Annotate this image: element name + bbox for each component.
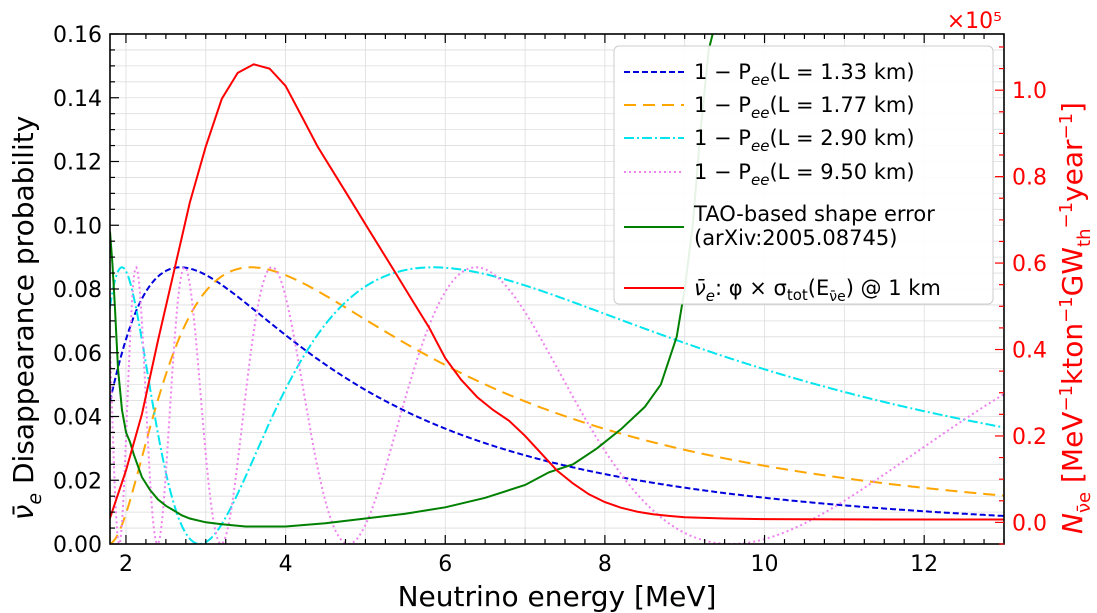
series-layer [110,34,1004,544]
y-tick-label: 0.10 [53,214,102,239]
y-tick-label: 0.04 [53,406,102,431]
x-tick-label: 4 [279,552,293,577]
x-tick-label: 10 [751,552,779,577]
x-axis-label: Neutrino energy [MeV] [398,580,717,613]
y-tick-label: 0.06 [53,342,102,367]
legend-label-3: 1 − Pee(L = 9.50 km) [694,160,915,189]
y2-tick-label: 0.2 [1012,425,1047,450]
legend-label-2: 1 − Pee(L = 2.90 km) [694,126,915,155]
y2-tick-label: 1.0 [1012,79,1047,104]
x-tick-label: 8 [598,552,612,577]
y-tick-label: 0.16 [53,23,102,48]
series-line-0 [110,266,1004,517]
series-line-2 [110,266,1004,544]
series-line-5 [110,63,1004,521]
y2-tick-label: 0.8 [1012,166,1047,191]
y-tick-label: 0.00 [53,533,102,558]
ticks: 2 4 6 8 10 12 0.00 0.02 0.04 0.06 0.08 0.10 0.12 0.14… [53,23,1047,577]
y2-tick-label: 0.6 [1012,252,1047,277]
legend-label-4: TAO-based shape error (arXiv:2005.08745) [693,202,935,250]
legend-box [613,45,994,305]
x-tick-label: 6 [438,552,452,577]
legend-label-1: 1 − Pee(L = 1.77 km) [694,93,915,122]
y-tick-label: 0.12 [53,151,102,176]
y-axis-label: ν̄e Disappearance probability [7,116,46,521]
series-line-4 [110,34,714,528]
y2-tick-label: 0.4 [1012,339,1047,364]
y-tick-label: 0.08 [53,278,102,303]
y2-axis-label: Nν̄e [MeV−1kton−1GWth−1year−1] [1056,102,1095,534]
y2-multiplier: ×10⁵ [947,9,1002,34]
series-line-3 [110,265,1004,544]
y-tick-label: 0.02 [53,469,102,494]
legend: 1 − Pee(L = 1.33 km) 1 − Pee(L = 1.77 km)… [613,45,994,305]
x-tick-label: 12 [910,552,938,577]
x-tick-label: 2 [119,552,133,577]
legend-label-5: ν̄e: φ × σtot(Eν̄e) @ 1 km [694,276,941,305]
y-tick-label: 0.14 [53,87,102,112]
legend-label-0: 1 − Pee(L = 1.33 km) [694,60,915,89]
series-line-1 [110,266,1004,544]
y2-tick-label: 0.0 [1012,511,1047,536]
